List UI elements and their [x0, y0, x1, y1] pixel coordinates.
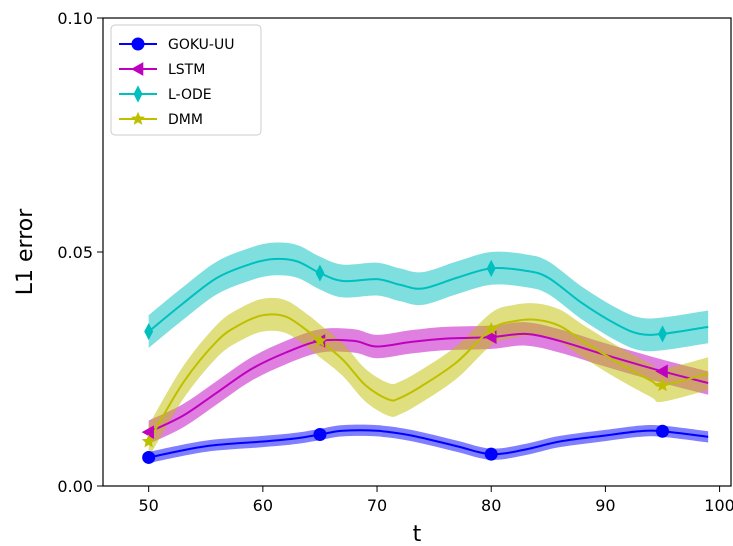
line-dmm	[147, 313, 709, 443]
marker-goku-uu	[142, 450, 156, 464]
x-tick-label: 60	[253, 496, 273, 515]
line-l-ode	[148, 257, 709, 336]
x-tick-label: 70	[367, 496, 387, 515]
line-lstm	[148, 332, 709, 434]
x-axis-ticks: 50 60 70 80 90 100	[138, 486, 733, 515]
legend-marker-dmm	[131, 111, 145, 125]
marker-dmm	[312, 333, 327, 347]
legend-marker-lstm	[130, 62, 144, 76]
legend-box	[110, 24, 262, 136]
x-tick-label: 50	[138, 496, 158, 515]
marker-l-ode	[486, 259, 496, 277]
x-tick-label: 90	[595, 496, 615, 515]
x-axis-label: t	[413, 522, 422, 546]
x-tick-label: 80	[481, 496, 501, 515]
series-lines	[147, 257, 709, 459]
legend-marker-l-ode	[133, 85, 143, 103]
legend: GOKU-UU LSTM L-ODE DMM	[110, 24, 262, 136]
legend-marker-goku-uu	[131, 37, 145, 51]
marker-dmm	[141, 434, 156, 448]
legend-label-goku-uu: GOKU-UU	[168, 37, 234, 53]
line-goku-uu	[148, 429, 709, 459]
marker-lstm	[655, 364, 668, 379]
marker-l-ode	[658, 325, 667, 343]
series-markers	[141, 259, 670, 464]
x-tick-label: 100	[704, 496, 733, 515]
y-tick-label: 0.10	[57, 9, 93, 28]
y-tick-label: 0.00	[57, 477, 93, 496]
marker-l-ode	[144, 322, 154, 341]
marker-lstm	[141, 425, 154, 440]
marker-goku-uu	[655, 424, 669, 438]
marker-l-ode	[315, 264, 325, 282]
y-axis-label: L1 error	[13, 208, 38, 295]
marker-goku-uu	[313, 428, 327, 442]
marker-lstm	[484, 330, 497, 345]
y-tick-label: 0.05	[57, 243, 93, 262]
legend-label-dmm: DMM	[168, 112, 203, 128]
marker-dmm	[655, 378, 670, 392]
band-l-ode	[148, 242, 709, 352]
legend-label-lstm: LSTM	[168, 62, 205, 78]
band-goku-uu	[148, 424, 709, 464]
marker-dmm	[484, 321, 499, 336]
confidence-bands	[148, 242, 709, 464]
legend-label-l-ode: L-ODE	[168, 87, 212, 103]
y-axis-ticks: 0.00 0.05 0.10	[57, 9, 103, 496]
band-dmm	[148, 297, 709, 458]
band-lstm	[148, 322, 709, 444]
marker-goku-uu	[484, 447, 498, 461]
